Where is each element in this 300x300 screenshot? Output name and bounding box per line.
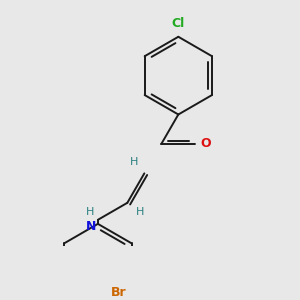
Text: H: H: [135, 207, 144, 217]
Text: H: H: [85, 207, 94, 218]
Text: H: H: [130, 157, 138, 167]
Text: N: N: [86, 220, 96, 233]
Text: Br: Br: [111, 286, 127, 299]
Text: O: O: [200, 137, 211, 150]
Text: Cl: Cl: [172, 17, 185, 30]
